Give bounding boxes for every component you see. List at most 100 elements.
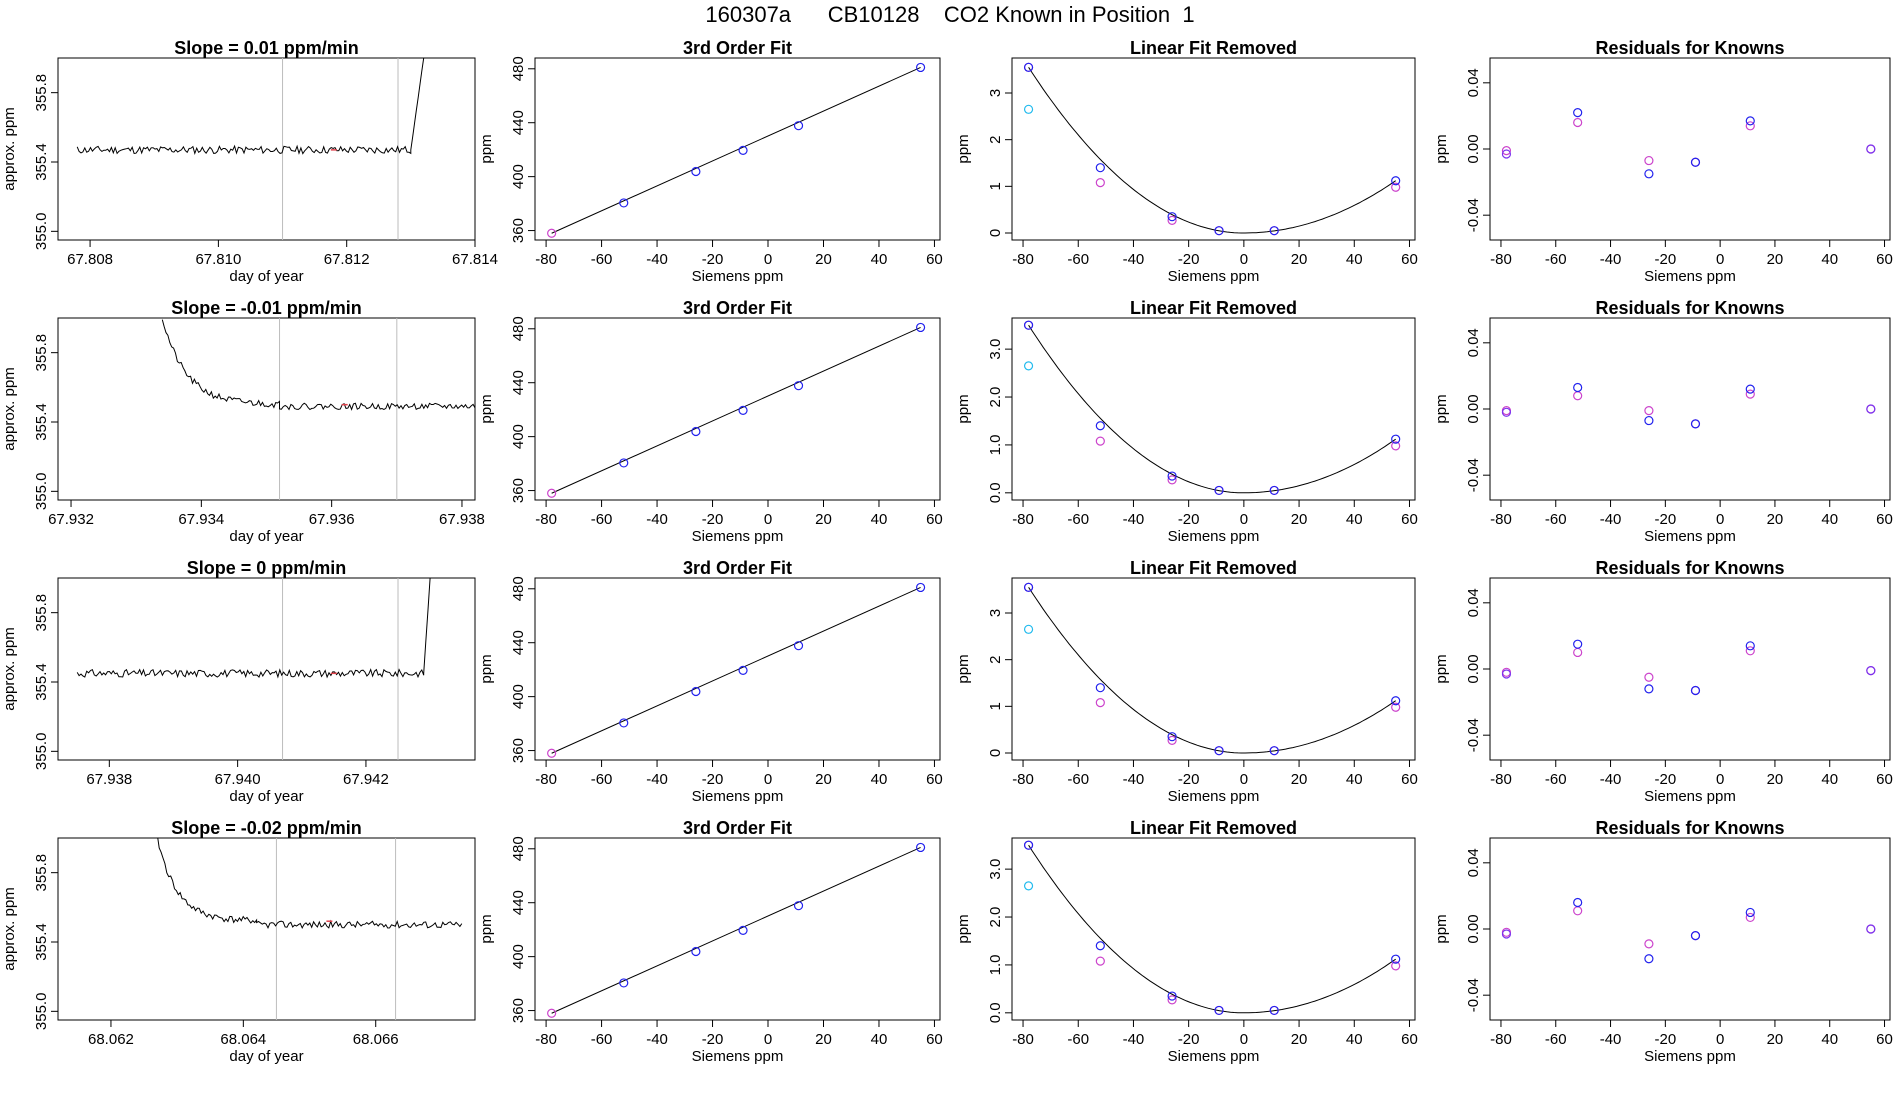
fit-2-point [793,641,804,651]
linear-removed-3-ytick-label: 2.0 [987,907,1004,928]
linear-removed-2-frame [1011,577,1416,761]
linear-removed-2-blue-point [1214,746,1224,756]
linear-removed-3-ytick-label: 1.0 [987,954,1004,975]
fit-3-xtick-label: 40 [871,1031,888,1048]
residuals-3-blue-point [1573,897,1583,908]
residuals-0-xtick-label: 20 [1767,251,1784,268]
linear-removed-3-ytick-label: 0.0 [987,1002,1004,1023]
residuals-0-xtick-label: -40 [1600,251,1622,268]
fit-2-ytick-label: 480 [510,576,527,601]
linear-removed-1-blue-point [1095,421,1105,431]
fit-1-xtick-label: -20 [702,511,724,528]
linear-removed-2-blue-point [1391,696,1401,706]
linear-removed-3-blue-point [1214,1005,1224,1016]
linear-removed-1-xtick-label: -40 [1123,511,1145,528]
residuals-1-xtick-label: 60 [1876,511,1893,528]
timeseries-1-ytick-label: 355.4 [33,403,50,441]
residuals-3-xtick-label: -60 [1545,1031,1567,1048]
residuals-1-xtick-label: -40 [1600,511,1622,528]
fit-1-ytick-label: 400 [510,424,527,449]
residuals-3-blue-point [1745,907,1755,918]
fit-1-point [691,426,701,437]
residuals-1-ylabel: ppm [1433,394,1450,423]
residuals-2-ylabel: ppm [1433,654,1450,683]
linear-removed-0-xtick-label: 20 [1291,251,1308,268]
linear-removed-1-blue-point [1214,485,1224,496]
linear-removed-2-magenta-point [1095,697,1105,708]
linear-removed-1-blue-point [1023,320,1034,330]
residuals-2-blue-point [1573,639,1583,649]
residuals-2-blue-point [1644,684,1654,694]
fit-2-ylabel: ppm [478,654,495,683]
linear-removed-2-blue-point [1023,582,1034,592]
fit-2-point [619,718,629,728]
residuals-2-xlabel: Siemens ppm [1644,788,1736,805]
fit-1-xtick-label: -60 [591,511,613,528]
linear-removed-0-xtick-label: -20 [1178,251,1200,268]
timeseries-1-xlabel: day of year [229,528,303,545]
fit-0-point [547,228,557,238]
linear-removed-3-blue-point [1095,941,1105,951]
fit-0-point [691,166,701,177]
fit-0-xtick-label: -20 [702,251,724,268]
timeseries-3-xtick-label: 68.064 [220,1031,266,1048]
linear-removed-0-blue-point [1023,62,1034,72]
linear-removed-0-xtick-label: -60 [1067,251,1089,268]
linear-removed-3-blue-point [1269,1005,1279,1016]
fit-2-xtick-label: -60 [591,771,613,788]
residuals-2-ytick-label: -0.04 [1465,718,1482,752]
timeseries-1-xtick-label: 67.938 [439,511,485,528]
linear-removed-1-frame [1011,317,1416,501]
timeseries-0-frame [57,57,476,241]
linear-removed-3-xtick-label: -80 [1012,1031,1034,1048]
linear-removed-3-magenta-point [1391,961,1401,971]
timeseries-2-xtick-label: 67.942 [343,771,389,788]
linear-removed-1-ytick-label: 2.0 [987,387,1004,408]
timeseries-0-line [76,58,425,156]
fit-0-point [915,62,926,73]
residuals-3-xtick-label: -20 [1654,1031,1676,1048]
linear-removed-3-magenta-point [1167,995,1177,1005]
linear-removed-1-magenta-point [1167,475,1177,485]
residuals-1-xtick-label: 40 [1821,511,1838,528]
residuals-0-blue-point [1573,107,1583,118]
linear-removed-2-xtick-label: 0 [1240,771,1248,788]
residuals-3-ytick-label: 0.00 [1465,914,1482,943]
fit-3-ytick-label: 400 [510,944,527,969]
fit-3-frame [534,837,941,1021]
residuals-3-ytick-label: -0.04 [1465,978,1482,1012]
residuals-2-frame [1489,577,1891,761]
linear-removed-3-xlabel: Siemens ppm [1168,1048,1260,1065]
fit-2-ytick-label: 400 [510,684,527,709]
residuals-0-blue-point [1745,116,1755,126]
fit-2-xtick-label: 20 [815,771,832,788]
linear-removed-2-title: Linear Fit Removed [1130,558,1297,578]
linear-removed-3-magenta-point [1095,956,1105,966]
fit-1-title: 3rd Order Fit [683,298,792,318]
timeseries-3-ylabel: approx. ppm [1,887,18,970]
timeseries-2-ylabel: approx. ppm [1,627,18,710]
timeseries-1-line [161,319,475,411]
fit-3-point [691,946,701,957]
fit-1-xtick-label: 20 [815,511,832,528]
fit-3-point [793,901,804,911]
fit-2-point [691,686,701,697]
fit-0-ylabel: ppm [478,134,495,163]
fit-2-xtick-label: 0 [764,771,772,788]
linear-removed-1-ytick-label: 0.0 [987,482,1004,503]
residuals-1-xtick-label: -60 [1545,511,1567,528]
fit-0-xtick-label: 60 [926,251,943,268]
linear-removed-1-xtick-label: 0 [1240,511,1248,528]
fit-2-xtick-label: -80 [535,771,557,788]
timeseries-0-title: Slope = 0.01 ppm/min [174,38,359,58]
linear-removed-2-magenta-point [1391,702,1401,712]
timeseries-1-xtick-label: 67.932 [48,511,94,528]
fit-1-xtick-label: 0 [764,511,772,528]
residuals-0-magenta-point [1644,155,1654,166]
linear-removed-0-blue-point [1214,226,1224,236]
residuals-0-frame [1489,57,1891,241]
linear-removed-1-xtick-label: -20 [1178,511,1200,528]
residuals-3-xlabel: Siemens ppm [1644,1048,1736,1065]
residuals-0-xlabel: Siemens ppm [1644,268,1736,285]
timeseries-0-ytick-label: 355.8 [33,74,50,112]
